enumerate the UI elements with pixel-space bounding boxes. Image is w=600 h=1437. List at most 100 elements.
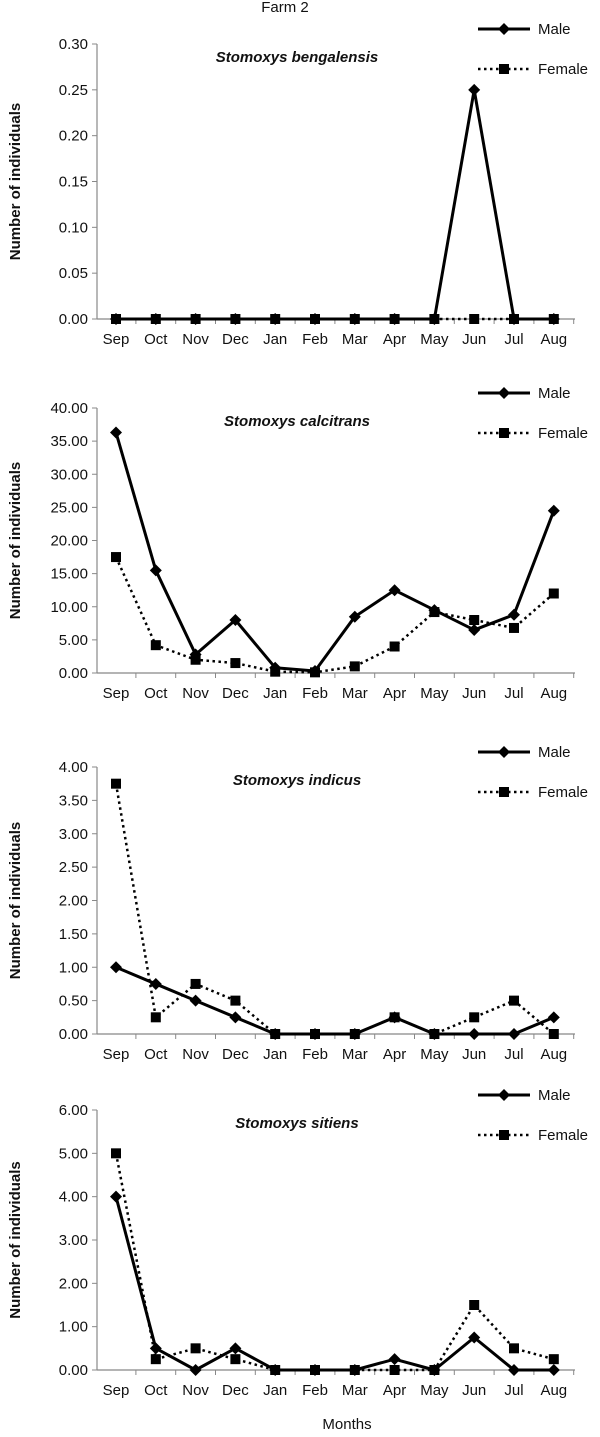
data-point-male [348,1028,361,1040]
series-line-female [114,556,555,674]
y-tick-label: 0.20 [59,128,88,145]
legend-label-male: Male [538,21,571,38]
panel-1: 0.00 0.05 0.10 0.15 0.20 0.25 0.30 Sep Oct Nov Dec… [7,21,588,348]
x-tick-label: Apr [383,685,406,702]
legend-marker-female [499,1130,509,1140]
y-tick-label: 4.00 [59,759,88,776]
data-point-male [547,504,560,517]
legend-label-female: Female [538,784,588,801]
data-point-female [469,1300,480,1310]
data-point-male [229,313,242,325]
y-axis-title: Number of individuals [7,103,24,261]
x-tick-label: Mar [342,331,368,348]
y-tick-label: 0.00 [59,311,88,328]
x-tick-label: Aug [540,331,567,348]
y-tick-label: 40.00 [50,400,88,417]
data-point-male [309,1028,321,1040]
x-tick-label: Feb [302,1046,328,1063]
x-tick-label: Jul [504,1046,523,1063]
y-tick-label: 3.00 [59,826,88,843]
y-tick-label: 25.00 [50,499,88,516]
data-point-male [388,1353,401,1366]
legend-marker-female [499,428,509,438]
y-tick-label: 0.50 [59,993,88,1010]
data-point-male [149,564,162,577]
y-axis-title: Number of individuals [7,822,24,980]
y-tick-label: 6.00 [59,1102,88,1119]
data-point-female [509,622,519,633]
y-tick-label: 5.00 [59,632,88,649]
figure-title: Farm 2 [261,0,309,16]
legend-marker-female [499,787,509,797]
data-point-female [111,1148,121,1159]
data-point-male [189,648,202,661]
y-tick-label: 35.00 [50,433,88,450]
chart-title: Stomoxys indicus [233,772,361,789]
series-line-male [114,1196,554,1372]
data-point-male [348,610,361,623]
data-point-female [548,588,559,599]
data-point-female [150,1354,161,1365]
data-point-male [189,994,202,1007]
y-axis-title: Number of individuals [7,1161,24,1319]
x-tick-label: Nov [182,1382,209,1399]
data-point-male [229,1342,242,1355]
data-point-male [547,313,560,325]
data-point-male [269,1364,282,1376]
data-point-male [189,313,202,325]
legend-marker-male [498,746,510,758]
legend-marker-male [498,387,510,399]
y-tick-label: 4.00 [59,1189,88,1206]
y-tick-label: 1.00 [59,1319,88,1336]
data-point-female [349,661,360,672]
data-point-male [309,313,321,325]
x-tick-label: Feb [302,685,328,702]
y-tick-label: 0.05 [59,265,88,282]
series-line-male [115,965,555,1036]
data-point-male [110,1190,122,1203]
data-point-male [508,608,520,621]
data-point-female [111,778,121,789]
data-point-female [389,641,400,652]
x-tick-label: Aug [540,1046,567,1063]
data-point-female [389,1365,400,1375]
x-tick-label: Jan [263,1382,287,1399]
data-point-female [509,1343,519,1354]
data-point-female [509,995,519,1006]
legend-label-male: Male [538,744,571,761]
data-point-male [229,614,242,626]
y-axis-title: Number of individuals [7,462,24,620]
data-point-male [269,313,282,325]
data-point-male [269,661,282,674]
legend-label-male: Male [538,1087,571,1104]
data-point-female [190,978,201,989]
data-point-male [508,313,520,325]
x-tick-label: Sep [103,1382,130,1399]
data-point-male [428,313,441,325]
y-tick-label: 2.00 [59,1275,88,1292]
x-tick-label: Nov [182,1046,209,1063]
data-point-male [149,977,162,990]
x-tick-label: Jan [263,685,287,702]
y-tick-label: 10.00 [50,599,88,616]
data-point-male [547,1364,560,1376]
legend-marker-male [498,1089,510,1101]
y-tick-label: 0.00 [59,1362,88,1379]
x-tick-label: Sep [103,1046,130,1063]
data-point-male [309,1364,321,1376]
x-tick-label: Feb [302,331,328,348]
y-tick-label: 2.00 [59,893,88,910]
chart-title: Stomoxys bengalensis [216,49,379,66]
data-point-male [508,1364,520,1376]
data-point-female [548,1354,559,1365]
x-tick-label: Apr [383,1046,406,1063]
y-tick-label: 20.00 [50,533,88,550]
x-tick-label: Aug [540,1382,567,1399]
legend-marker-female [499,64,509,74]
y-tick-label: 1.00 [59,959,88,976]
y-tick-label: 3.50 [59,792,88,809]
series-line-female [114,1153,555,1372]
data-point-male [468,1331,481,1344]
x-tick-label: May [420,1382,449,1399]
